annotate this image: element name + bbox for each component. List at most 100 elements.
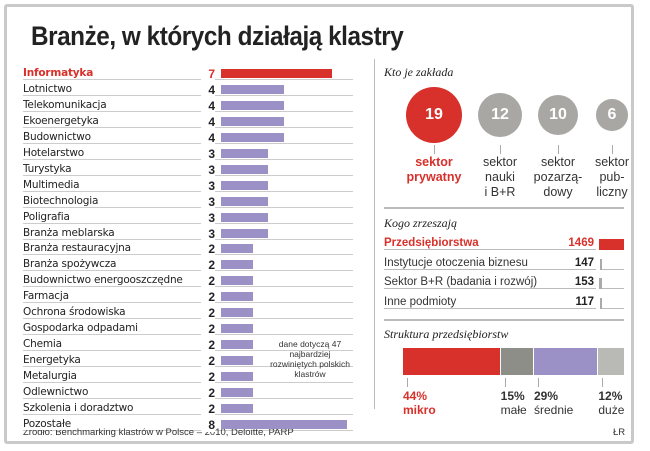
bar-row: Chemia 2	[23, 338, 353, 354]
leader-line	[23, 302, 353, 304]
bar-label: Gospodarka odpadami	[23, 322, 142, 335]
leader-line	[384, 307, 596, 309]
leader-line	[23, 206, 353, 208]
divider	[374, 59, 375, 409]
segment	[598, 348, 624, 375]
bar	[600, 297, 602, 309]
segment	[403, 348, 500, 375]
bar	[221, 372, 253, 382]
bar	[221, 228, 269, 238]
bubble: 10	[537, 94, 579, 136]
bar-label: Multimedia	[23, 178, 84, 191]
bubble: 6	[596, 99, 628, 131]
bar-value-label: 7	[201, 67, 215, 81]
bar-label: Metalurgia	[23, 370, 81, 383]
members-value: 147	[571, 256, 594, 269]
leader-line	[23, 126, 353, 128]
members-label: Sektor B+R (badania i rozwój)	[384, 276, 541, 288]
leader-line	[23, 318, 353, 320]
bar-value-label: 2	[201, 354, 215, 369]
bar-label: Farmacja	[23, 290, 73, 303]
bar-row: Gospodarka odpadami 2	[23, 322, 353, 338]
bar-value-label: 2	[201, 306, 215, 321]
baseline	[600, 307, 624, 309]
bar-row: Metalurgia 2	[23, 370, 353, 386]
bar-value-label: 2	[201, 242, 215, 257]
members-label: Przedsiębiorstwa	[384, 237, 482, 249]
bar-value-label: 4	[201, 98, 215, 113]
bar-value-label: 2	[201, 290, 215, 305]
bar	[221, 260, 253, 270]
leader-line	[384, 249, 596, 250]
divider	[384, 319, 624, 321]
bar-row: Branża spożywcza 2	[23, 258, 353, 274]
arrow-icon	[558, 145, 559, 154]
bar-label: Pozostałe	[23, 417, 75, 430]
divider	[384, 207, 624, 209]
bar-label: Hotelarstwo	[23, 146, 88, 159]
leader-line	[23, 270, 353, 272]
bar-value-label: 4	[201, 114, 215, 129]
leader-line	[23, 174, 353, 176]
bar-row: Turystyka 3	[23, 162, 353, 179]
bar-row: Szkolenia i doradztwo 2	[23, 401, 353, 418]
bar	[221, 244, 253, 254]
bar-value-label: 2	[201, 370, 215, 385]
page-title: Branże, w których działają klastry	[31, 21, 404, 51]
bar	[221, 388, 253, 397]
infographic: Branże, w których działają klastry Infor…	[4, 4, 634, 444]
members-row: Przedsiębiorstwa 1469	[384, 237, 624, 253]
arrow-icon	[500, 145, 501, 154]
leader-line	[23, 190, 353, 192]
bar	[599, 239, 624, 250]
bar-row: Ochrona środowiska 2	[23, 306, 353, 322]
bar-value-label: 3	[201, 162, 215, 177]
leader-line	[23, 366, 353, 368]
bar	[599, 278, 602, 289]
bar-label: Ochrona środowiska	[23, 306, 130, 319]
bubble-label: sektor nauki i B+R	[482, 155, 518, 199]
bar-value-label: 3	[201, 210, 215, 225]
bar-label: Chemia	[23, 338, 66, 351]
bar	[599, 258, 602, 270]
members-value: 1469	[565, 237, 594, 249]
bar-label: Telekomunikacja	[23, 98, 111, 111]
bar-label: Branża spożywcza	[23, 258, 121, 271]
bar-value-label: 3	[201, 226, 215, 241]
segment-value: 44%	[403, 389, 428, 403]
bar-value-label: 2	[201, 386, 215, 400]
arrow-icon	[407, 378, 408, 387]
bar-row: Odlewnictwo 2	[23, 386, 353, 402]
segment	[500, 348, 533, 375]
bar-value-label: 8	[201, 417, 215, 432]
bar	[221, 419, 348, 429]
bar-row: Farmacja 2	[23, 290, 353, 306]
segment-value: 12%	[598, 389, 623, 403]
members-row: Instytucje otoczenia biznesu 147	[384, 256, 624, 273]
bar-label: Branża restauracyjna	[23, 242, 135, 255]
bar-label: Ekoenergetyka	[23, 114, 103, 127]
bar-label: Biotechnologia	[23, 194, 103, 207]
bar	[221, 212, 269, 222]
bar-label: Poligrafia	[23, 210, 74, 223]
leader-line	[23, 350, 353, 352]
bar	[221, 69, 332, 78]
arrow-icon	[612, 145, 613, 154]
members-row: Sektor B+R (badania i rozwój) 153	[384, 276, 624, 292]
leader-line	[23, 110, 353, 112]
bar-value-label: 2	[201, 274, 215, 289]
members-value: 153	[571, 276, 594, 288]
segment-label: 29% średnie	[534, 389, 573, 417]
bar-row: Branża meblarska 3	[23, 226, 353, 243]
segment-label: 15% małe	[501, 389, 527, 417]
bar-value-label: 4	[201, 82, 215, 97]
bar-row: Poligrafia 3	[23, 210, 353, 227]
leader-line	[23, 398, 353, 399]
bar	[221, 132, 285, 142]
bar-label: Budownictwo energooszczędne	[23, 274, 187, 287]
bar-label: Informatyka	[23, 67, 98, 79]
bubble-label: sektor prywatny	[406, 155, 462, 184]
bar-value-label: 4	[201, 130, 215, 145]
note: dane dotyczą 47 najbardziej rozwiniętych…	[270, 339, 350, 379]
bar-row: Energetyka 2	[23, 354, 353, 370]
